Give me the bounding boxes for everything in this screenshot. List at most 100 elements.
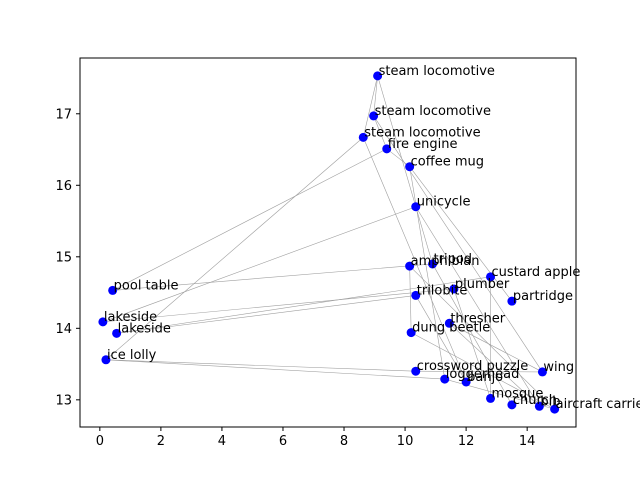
point-label: banjo — [467, 370, 503, 385]
edge-line — [116, 276, 491, 334]
point-label: crossword puzzle — [417, 359, 529, 374]
scatter-point — [449, 284, 459, 294]
scatter-point — [382, 144, 392, 154]
point-label: custard apple — [492, 265, 581, 280]
edge-line — [362, 75, 378, 138]
edge-line — [112, 263, 433, 291]
scatter-point — [428, 259, 438, 269]
edge-line — [409, 265, 555, 410]
edge-line — [409, 166, 446, 380]
edge-line — [116, 295, 416, 334]
edge-line — [386, 148, 410, 167]
edge-line — [415, 370, 543, 373]
edge-line — [449, 323, 540, 407]
point-label: ice lolly — [107, 348, 157, 363]
point-label: dung beetle — [412, 321, 490, 336]
x-tick-label: 12 — [458, 434, 475, 449]
scatter-point — [507, 296, 517, 306]
y-tick-label: 17 — [55, 107, 72, 122]
scatter-point — [406, 328, 416, 338]
point-label: wing — [543, 360, 574, 375]
edge-line — [432, 263, 513, 405]
point-label: lakeside — [104, 310, 157, 325]
scatter-point — [507, 400, 517, 410]
scatter-point — [369, 111, 379, 121]
y-tick-label: 13 — [55, 393, 72, 408]
point-label: steam locomotive — [364, 125, 480, 140]
x-tick-label: 0 — [96, 434, 104, 449]
x-tick-label: 14 — [519, 434, 536, 449]
point-label: mosque — [492, 386, 544, 401]
edge-line — [449, 323, 543, 373]
x-tick-label: 10 — [397, 434, 414, 449]
point-label: tripod — [434, 252, 473, 267]
scatter-point — [461, 377, 471, 387]
scatter-point — [537, 367, 547, 377]
scatter-point — [373, 71, 383, 81]
scatter-point — [486, 393, 496, 403]
x-tick-label: 6 — [279, 434, 287, 449]
scatter-point — [444, 318, 454, 328]
scatter-point — [98, 317, 108, 327]
scatter-point — [486, 272, 496, 282]
point-label: partridge — [513, 289, 573, 304]
edge-line — [415, 206, 540, 407]
scatter-point — [108, 285, 118, 295]
edge-line — [373, 75, 378, 116]
edge-line — [377, 75, 433, 265]
point-label: aircraft carrier — [556, 397, 640, 412]
point-label: bib — [540, 394, 560, 409]
point-label: fire engine — [388, 137, 458, 152]
y-axis: 13 14 15 16 17 — [55, 107, 80, 408]
edge-line — [105, 359, 416, 372]
scatter-point — [101, 355, 111, 365]
point-label: coffee mug — [411, 155, 484, 170]
point-label: plumber — [455, 277, 510, 292]
x-tick-label: 8 — [340, 434, 348, 449]
edge-line — [409, 266, 412, 333]
y-tick-label: 15 — [55, 250, 72, 265]
y-tick-label: 16 — [55, 179, 72, 194]
edge-line — [105, 359, 445, 380]
edge-line — [102, 206, 416, 323]
point-labels-layer: steam locomotive steam locomotive steam lo… — [104, 64, 640, 412]
edge-line — [105, 137, 364, 361]
point-label: loggerhead — [446, 367, 520, 382]
scatter-point — [534, 401, 544, 411]
point-label: unicycle — [417, 195, 471, 210]
scatter-point — [405, 162, 415, 172]
scatter-point — [411, 366, 421, 376]
point-label: trilobite — [417, 283, 468, 298]
edge-line — [411, 332, 555, 410]
point-label: pool table — [114, 278, 179, 293]
edges-layer — [102, 75, 555, 410]
point-label: steam locomotive — [375, 104, 491, 119]
edge-line — [409, 166, 513, 302]
edge-line — [102, 288, 454, 323]
edge-line — [373, 115, 388, 149]
edge-line — [453, 288, 491, 399]
scatter-point — [440, 374, 450, 384]
points-layer — [98, 71, 560, 414]
point-label: thresher — [450, 311, 505, 326]
scatter-point — [550, 404, 560, 414]
x-axis: 0 2 4 6 8 10 12 14 — [96, 427, 536, 449]
point-label: church — [513, 393, 557, 408]
point-label: lakeside — [118, 321, 171, 336]
edge-line — [373, 115, 543, 373]
y-tick-label: 14 — [55, 322, 72, 337]
scatter-point — [411, 290, 421, 300]
edge-line — [112, 148, 387, 291]
edge-line — [362, 137, 467, 383]
scatter-point — [405, 261, 415, 271]
point-label: steam locomotive — [379, 64, 495, 79]
scatter-point — [358, 132, 368, 142]
x-tick-label: 4 — [218, 434, 226, 449]
scatter-point — [411, 202, 421, 212]
scatter-point — [112, 328, 122, 338]
x-tick-label: 2 — [157, 434, 165, 449]
point-label: amphibian — [411, 254, 480, 269]
edge-line — [415, 295, 467, 383]
